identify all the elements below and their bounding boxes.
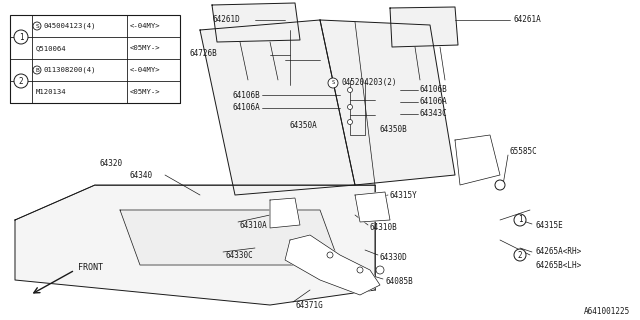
Text: 64261D: 64261D (212, 15, 240, 25)
Polygon shape (270, 198, 300, 228)
Polygon shape (200, 20, 355, 195)
Polygon shape (120, 210, 340, 265)
Text: 64310B: 64310B (370, 223, 397, 233)
Circle shape (376, 266, 384, 274)
Text: 64265A<RH>: 64265A<RH> (535, 247, 581, 257)
Circle shape (14, 30, 28, 44)
Text: 64085B: 64085B (385, 277, 413, 286)
Polygon shape (455, 135, 500, 185)
Text: 65585C: 65585C (510, 148, 538, 156)
Text: 64106B: 64106B (420, 85, 448, 94)
Text: 64315Y: 64315Y (390, 190, 418, 199)
Text: 64320: 64320 (100, 158, 123, 167)
Circle shape (328, 78, 338, 88)
Text: M120134: M120134 (36, 89, 67, 95)
Circle shape (348, 119, 353, 124)
Text: <-04MY>: <-04MY> (130, 67, 161, 73)
Circle shape (327, 252, 333, 258)
Text: 011308200(4): 011308200(4) (43, 67, 95, 73)
Text: 64106A: 64106A (420, 98, 448, 107)
Circle shape (14, 74, 28, 88)
Circle shape (514, 214, 526, 226)
Text: 64343C: 64343C (420, 109, 448, 118)
Text: 64340: 64340 (130, 171, 153, 180)
Circle shape (495, 180, 505, 190)
Polygon shape (355, 192, 390, 222)
Text: 64310A: 64310A (240, 220, 268, 229)
Polygon shape (320, 20, 455, 185)
Text: 045204203(2): 045204203(2) (341, 78, 397, 87)
Text: B: B (35, 68, 39, 73)
Bar (10, 15, 180, 103)
Circle shape (348, 87, 353, 92)
Polygon shape (15, 185, 375, 305)
Text: 64315E: 64315E (535, 220, 563, 229)
Circle shape (348, 105, 353, 109)
Text: 045004123(4): 045004123(4) (43, 23, 95, 29)
Text: 64371G: 64371G (295, 300, 323, 309)
Circle shape (514, 249, 526, 261)
Text: FRONT: FRONT (78, 263, 103, 273)
Text: 2: 2 (19, 76, 23, 85)
Text: 1: 1 (518, 215, 522, 225)
Text: <05MY->: <05MY-> (130, 45, 161, 51)
Text: 64330C: 64330C (225, 251, 253, 260)
Text: 1: 1 (19, 33, 23, 42)
Text: 64265B<LH>: 64265B<LH> (535, 260, 581, 269)
Text: 64350A: 64350A (290, 121, 317, 130)
Text: S: S (35, 23, 39, 28)
Text: <-04MY>: <-04MY> (130, 23, 161, 29)
Circle shape (357, 267, 363, 273)
Text: A641001225: A641001225 (584, 308, 630, 316)
Text: <05MY->: <05MY-> (130, 89, 161, 95)
Text: 64726B: 64726B (190, 49, 218, 58)
Text: 64350B: 64350B (380, 125, 408, 134)
Text: Q510064: Q510064 (36, 45, 67, 51)
Polygon shape (390, 7, 458, 47)
Text: 64330D: 64330D (380, 253, 408, 262)
Circle shape (33, 22, 41, 30)
Circle shape (33, 66, 41, 74)
Text: S: S (332, 81, 335, 85)
Text: 64106A: 64106A (232, 103, 260, 113)
Text: 2: 2 (518, 251, 522, 260)
Text: 64106B: 64106B (232, 91, 260, 100)
Polygon shape (212, 3, 300, 42)
Polygon shape (285, 235, 380, 295)
Text: 64261A: 64261A (513, 15, 541, 25)
